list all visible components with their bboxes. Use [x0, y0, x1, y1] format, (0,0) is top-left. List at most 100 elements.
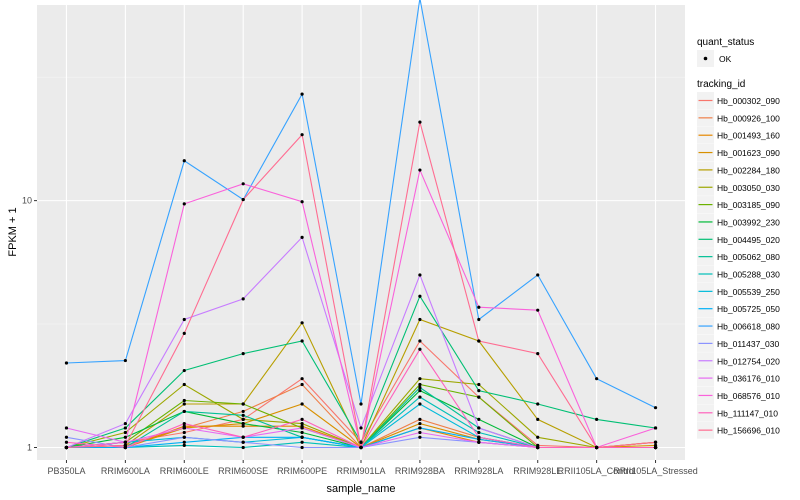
data-point [182, 402, 186, 406]
data-point [64, 361, 69, 365]
data-point [182, 443, 186, 447]
data-point [536, 308, 540, 312]
legend-entry-label: Hb_005288_030 [717, 270, 780, 280]
data-point [536, 402, 540, 406]
legend-entry-label: Hb_068576_010 [717, 391, 780, 401]
legend-entry-label: Hb_000926_100 [717, 113, 780, 123]
data-point [64, 426, 69, 430]
y-tick-label: 10 [22, 196, 32, 206]
x-tick-label: RRIM600LA [101, 466, 150, 476]
data-point [653, 406, 658, 410]
legend-entry-label: Hb_111147_010 [717, 408, 778, 418]
data-point [477, 435, 481, 439]
legend-entry-label: Hb_003050_030 [717, 183, 780, 193]
data-point [182, 398, 186, 403]
data-point [182, 409, 186, 414]
data-point [477, 339, 481, 343]
data-point [241, 197, 245, 202]
data-point [241, 413, 245, 417]
data-point [418, 168, 422, 172]
data-point [241, 182, 245, 186]
data-point [300, 440, 304, 444]
legend-entry-label: Hb_000302_090 [717, 96, 780, 106]
data-point [536, 417, 540, 421]
data-point [182, 331, 186, 335]
legend-title-quant-status: quant_status [697, 37, 754, 48]
data-point [595, 377, 599, 381]
data-point [536, 445, 540, 450]
legend-point-icon [703, 56, 708, 61]
data-point [359, 426, 363, 430]
x-tick-label: RRIM901LA [336, 466, 385, 476]
data-point [182, 426, 186, 430]
data-point [477, 305, 481, 309]
data-point [477, 389, 481, 393]
legend-entry-label: Hb_012754_020 [717, 356, 780, 366]
x-tick-label: RRIM928BA [395, 466, 445, 476]
legend-entry-label: Hb_001623_090 [717, 148, 780, 158]
data-point [653, 445, 658, 450]
data-point [477, 440, 481, 444]
data-point [241, 297, 245, 301]
data-point [418, 382, 422, 387]
data-point [477, 382, 481, 387]
data-point [418, 402, 422, 406]
data-point [241, 445, 245, 450]
data-point [300, 377, 304, 381]
data-point [595, 445, 599, 450]
data-point [536, 435, 540, 439]
data-points [64, 92, 658, 450]
data-point [359, 402, 363, 406]
data-point [300, 445, 304, 450]
data-point [418, 339, 422, 343]
data-point [241, 417, 245, 421]
data-point [182, 430, 186, 435]
legend-entry-label: Hb_156696_010 [717, 426, 780, 436]
data-point [241, 440, 245, 444]
data-point [123, 430, 127, 435]
data-point [123, 426, 127, 430]
data-point [300, 133, 304, 137]
data-point [418, 294, 422, 298]
data-point [241, 402, 245, 406]
legend-entry-label: Hb_005539_250 [717, 287, 780, 297]
data-point [300, 382, 304, 387]
data-point [241, 352, 245, 356]
data-point [300, 417, 304, 421]
data-point [123, 443, 127, 447]
data-point [64, 435, 69, 439]
y-tick-label: 1 [27, 443, 32, 453]
legend-entry-label: Hb_003185_090 [717, 200, 780, 210]
data-point [300, 421, 304, 426]
data-point [418, 395, 422, 399]
data-point [418, 430, 422, 435]
data-point [418, 317, 422, 322]
data-point [300, 402, 304, 406]
data-point [477, 317, 481, 322]
legend-entry-label: Hb_005062_080 [717, 252, 780, 262]
data-point [64, 445, 69, 450]
x-tick-label: RRIM928LA [454, 466, 503, 476]
data-point [300, 321, 304, 325]
data-point [477, 426, 481, 430]
data-point [300, 339, 304, 343]
x-tick-label: RRIM600PE [277, 466, 327, 476]
data-point [477, 395, 481, 399]
legend-title-tracking-id: tracking_id [697, 79, 745, 90]
data-point [536, 273, 540, 277]
data-point [300, 430, 304, 435]
data-point [182, 421, 186, 426]
x-tick-label: RRIM600SE [218, 466, 268, 476]
data-point [300, 426, 304, 430]
data-point [300, 235, 304, 239]
x-tick-label: RRII105LA_Control [558, 466, 636, 476]
legend-entry-label: Hb_036176_010 [717, 374, 780, 384]
data-point [300, 435, 304, 439]
data-point [241, 424, 245, 428]
legend-entry-label: Hb_006618_080 [717, 322, 780, 332]
data-point [182, 368, 186, 373]
data-point [300, 92, 304, 96]
data-point [477, 417, 481, 421]
data-point [418, 426, 422, 430]
